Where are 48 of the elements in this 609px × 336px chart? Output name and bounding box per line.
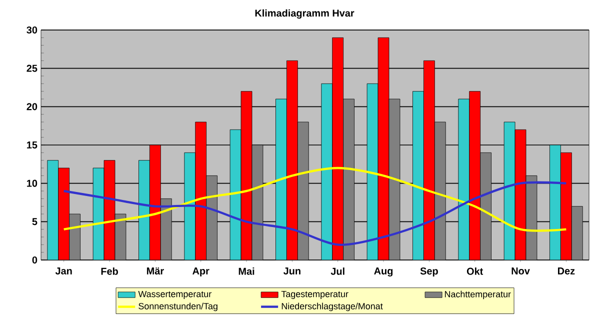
legend-label: Wassertemperatur <box>138 290 212 299</box>
bar <box>195 122 207 260</box>
bar <box>276 98 287 260</box>
x-tick-label: Aug <box>374 268 393 276</box>
bar <box>434 122 446 260</box>
bar <box>297 122 309 260</box>
legend-label: Niederschlagstage/Monat <box>282 302 383 312</box>
x-tick-label: Apr <box>192 268 210 276</box>
x-tick-label: Mär <box>146 268 164 275</box>
bar <box>424 60 435 260</box>
x-tick-label: Jan <box>55 268 72 274</box>
bar <box>184 152 196 260</box>
bar <box>206 175 218 260</box>
bar <box>286 60 298 260</box>
y-tick-label: 20 <box>26 103 38 110</box>
bar <box>149 144 161 260</box>
y-tick-label: 5 <box>32 218 38 226</box>
bar <box>321 83 333 260</box>
bar <box>469 91 481 260</box>
x-tick-label: Mai <box>238 268 254 275</box>
legend-label: Sonnenstunden/Tag <box>138 302 218 312</box>
legend-label: Nachttemperatur <box>444 290 511 300</box>
chart-title: Klimadiagramm Hvar <box>255 9 354 19</box>
bar <box>458 98 470 260</box>
bar <box>58 168 70 260</box>
x-tick-label: Feb <box>101 268 118 275</box>
bar <box>412 91 424 260</box>
x-tick-label: Sep <box>420 268 438 277</box>
y-tick-label: 10 <box>27 180 38 187</box>
y-tick-label: 15 <box>27 142 38 148</box>
x-tick-label: Dez <box>558 268 575 274</box>
bar <box>571 206 583 260</box>
x-tick-label: Okt <box>466 268 484 275</box>
x-tick-label: Nov <box>512 268 530 274</box>
legend-label: Tagestemperatur <box>281 290 348 299</box>
x-tick-label: Jun <box>283 268 300 274</box>
y-tick-label: 30 <box>26 26 38 34</box>
bar <box>480 152 492 260</box>
bar <box>550 144 561 260</box>
line-series <box>62 181 568 246</box>
bar <box>47 160 59 260</box>
y-tick-label: 25 <box>26 64 38 72</box>
bar <box>560 152 572 260</box>
bar <box>343 98 354 260</box>
bar <box>332 37 344 260</box>
y-tick-label: 0 <box>32 256 38 264</box>
x-tick-label: Jul <box>330 268 344 275</box>
bar <box>138 160 150 260</box>
